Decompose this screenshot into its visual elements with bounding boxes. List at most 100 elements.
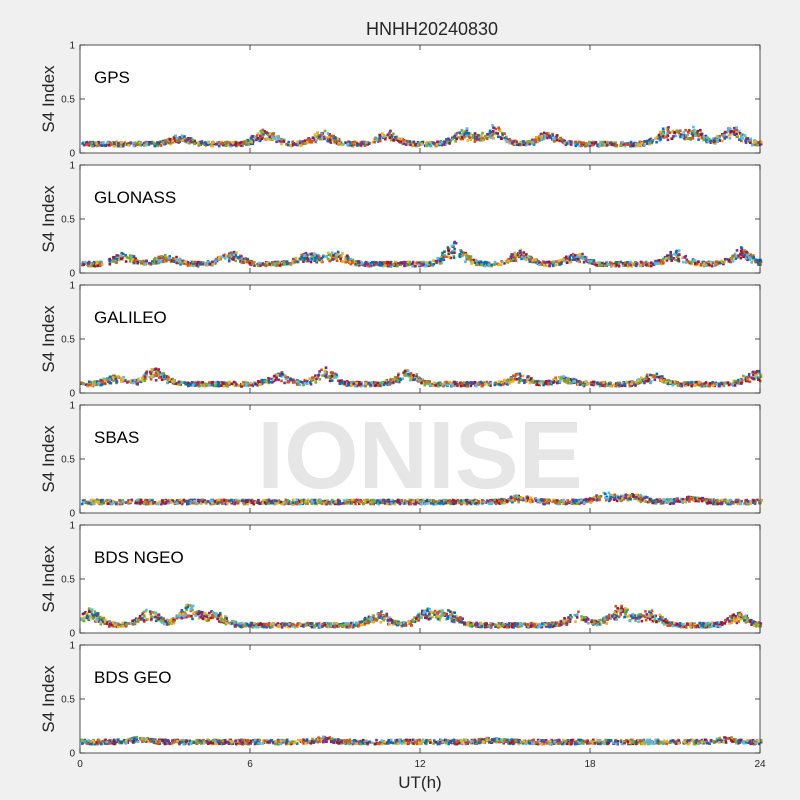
scatter-point — [649, 380, 653, 383]
scatter-point — [740, 253, 743, 257]
scatter-point — [545, 134, 548, 138]
scatter-point — [526, 255, 530, 258]
scatter-point — [326, 139, 329, 143]
scatter-point — [620, 144, 623, 147]
scatter-point — [366, 262, 369, 266]
scatter-point — [486, 133, 489, 136]
scatter-point — [316, 131, 319, 135]
scatter-point — [250, 140, 253, 144]
scatter-point — [543, 131, 546, 135]
scatter-point — [451, 384, 454, 387]
scatter-point — [232, 250, 236, 254]
scatter-point — [388, 134, 391, 138]
scatter-point — [241, 382, 244, 386]
scatter-point — [536, 259, 539, 263]
scatter-point — [179, 263, 182, 266]
scatter-point — [458, 131, 462, 134]
scatter-point — [509, 255, 513, 259]
scatter-point — [663, 134, 666, 138]
scatter-point — [316, 136, 320, 140]
scatter-point — [590, 260, 593, 263]
scatter-point — [702, 138, 705, 142]
scatter-point — [489, 134, 492, 138]
scatter-point — [681, 256, 684, 259]
scatter-point — [112, 379, 115, 382]
scatter-point — [578, 144, 581, 148]
scatter-point — [681, 135, 684, 138]
scatter-point — [155, 374, 158, 377]
scatter-point — [735, 129, 739, 132]
scatter-point — [452, 255, 456, 258]
scatter-point — [93, 382, 96, 386]
scatter-point — [276, 261, 279, 265]
scatter-point — [605, 384, 609, 387]
scatter-point — [206, 143, 209, 146]
scatter-point — [303, 254, 307, 257]
scatter-point — [462, 132, 465, 135]
scatter-point — [459, 249, 462, 252]
scatter-point — [439, 382, 442, 385]
scatter-point — [314, 256, 317, 260]
scatter-point — [253, 260, 256, 264]
scatter-point — [482, 262, 486, 266]
scatter-point — [676, 259, 679, 262]
scatter-point — [332, 257, 336, 261]
scatter-point — [321, 255, 325, 259]
scatter-point — [442, 382, 446, 385]
scatter-point — [203, 382, 207, 386]
scatter-point — [112, 142, 116, 145]
scatter-point — [360, 262, 364, 265]
scatter-point — [145, 143, 148, 147]
scatter-point — [339, 140, 343, 144]
scatter-point — [451, 250, 455, 253]
scatter-point — [278, 374, 282, 377]
scatter-point — [283, 138, 286, 142]
scatter-point — [710, 264, 714, 268]
scatter-point — [379, 139, 382, 143]
scatter-point — [690, 380, 693, 384]
scatter-point — [332, 134, 335, 138]
scatter-point — [298, 383, 302, 387]
scatter-point — [499, 137, 503, 140]
scatter-point — [725, 135, 728, 139]
scatter-point — [458, 254, 461, 257]
scatter-point — [300, 255, 304, 259]
scatter-point — [678, 133, 681, 136]
scatter-point — [330, 379, 334, 382]
scatter-point — [661, 127, 665, 131]
scatter-point — [601, 384, 604, 387]
scatter-point — [176, 382, 179, 386]
scatter-point — [86, 262, 90, 266]
scatter-point — [366, 140, 370, 144]
scatter-point — [268, 138, 272, 141]
scatter-point — [97, 141, 101, 145]
scatter-point — [461, 137, 464, 141]
scatter-point — [217, 144, 221, 148]
scatter-point — [551, 381, 555, 384]
scatter-point — [355, 144, 359, 147]
scatter-point — [754, 371, 758, 374]
scatter-point — [86, 143, 89, 146]
scatter-point — [119, 141, 123, 144]
scatter-point — [154, 256, 157, 260]
scatter-point — [161, 376, 164, 379]
scatter-point — [254, 382, 257, 385]
scatter-point — [384, 264, 387, 267]
scatter-point — [690, 132, 694, 135]
scatter-point — [251, 135, 254, 139]
scatter-point — [534, 258, 537, 262]
y-tick-label: 0 — [69, 149, 75, 160]
scatter-point — [655, 135, 659, 139]
scatter-point — [544, 381, 547, 385]
scatter-point — [655, 140, 658, 144]
scatter-point — [759, 373, 763, 376]
scatter-point — [83, 143, 86, 147]
scatter-point — [547, 382, 551, 385]
scatter-point — [232, 258, 235, 261]
scatter-point — [315, 135, 318, 138]
scatter-point — [272, 263, 276, 266]
scatter-point — [592, 259, 596, 262]
scatter-point — [226, 254, 230, 258]
scatter-point — [321, 260, 324, 264]
scatter-point — [468, 381, 471, 385]
